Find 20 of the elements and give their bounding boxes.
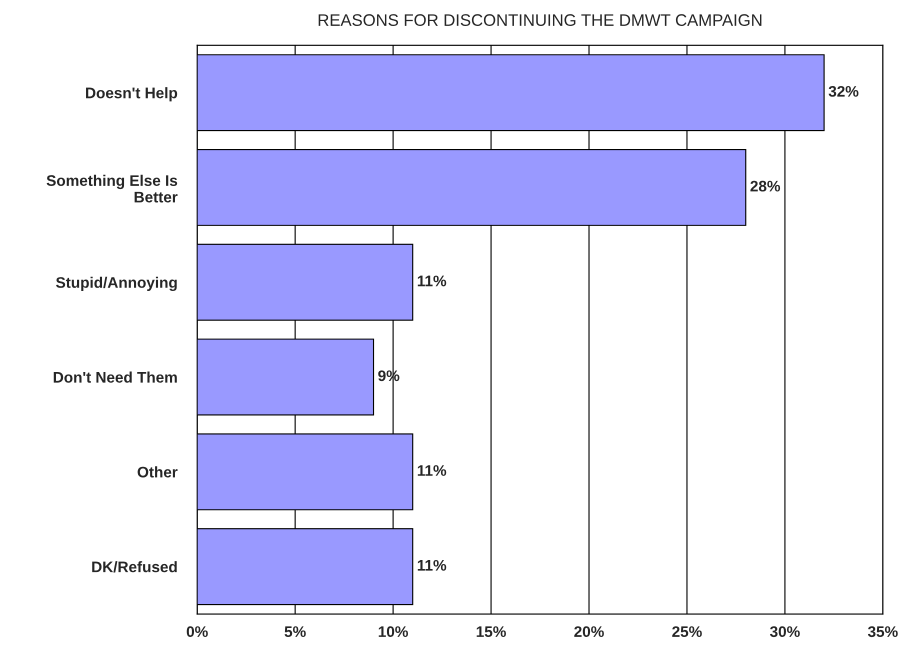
x-tick-label: 10% <box>378 626 408 638</box>
x-tick-label: 20% <box>574 626 604 638</box>
x-tick-label: 30% <box>770 626 800 638</box>
y-tick-label: Doesn't Help <box>86 87 178 102</box>
y-tick-label: Stupid/Annoying <box>56 276 177 292</box>
y-tick-label: Something Else Is Better <box>46 174 178 203</box>
x-tick-label: 35% <box>868 626 898 638</box>
data-label: 11% <box>418 465 446 476</box>
data-label: 32% <box>828 86 858 97</box>
x-tick-label: 0% <box>186 626 208 638</box>
y-tick-label: DK/Refused <box>92 561 177 572</box>
x-tick-label: 5% <box>284 626 306 638</box>
y-tick-label: Other <box>138 466 178 478</box>
x-tick-label: 25% <box>672 626 702 638</box>
chart-title: REASONS FOR DISCONTINUING THE DMWT CAMPAIGN <box>318 14 762 26</box>
y-tick-label: Don't Need Them <box>54 372 177 383</box>
x-tick-label: 15% <box>476 626 506 638</box>
data-label: 11% <box>418 276 446 286</box>
data-label: 28% <box>750 180 780 192</box>
data-label: 11% <box>418 560 446 571</box>
